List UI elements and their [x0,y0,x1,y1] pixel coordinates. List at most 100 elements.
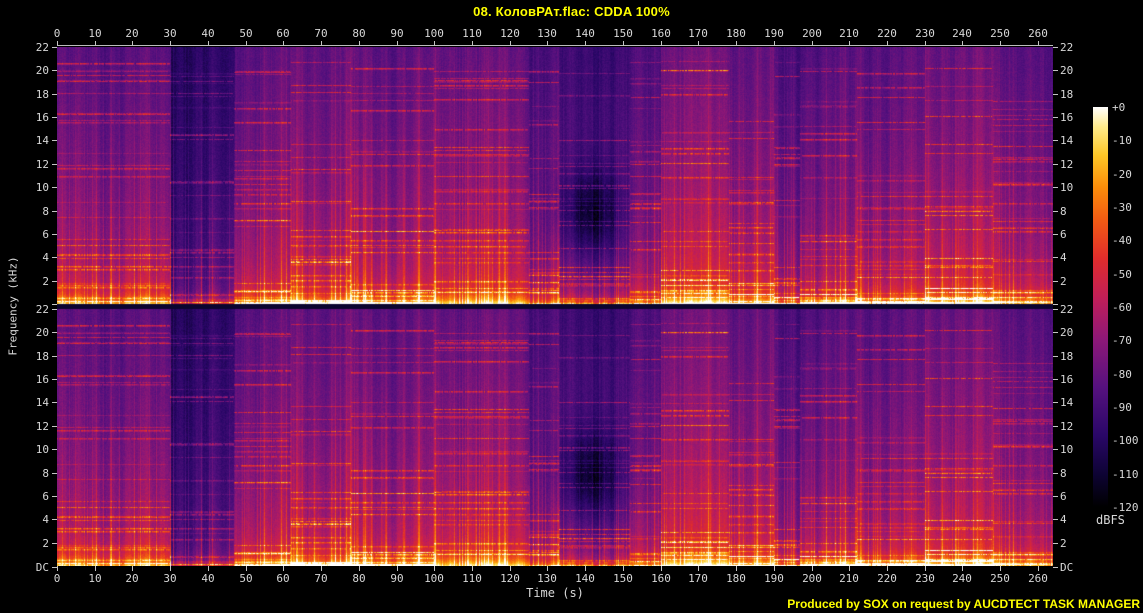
freq-tick-label-right: 8 [1060,467,1067,480]
time-tick-label-top: 40 [201,27,215,40]
time-tick-bottom [925,566,926,571]
freq-tick-label-left: 16 [35,373,49,386]
freq-tick-label-right: 20 [1060,64,1074,77]
time-tick-top [774,41,775,46]
time-tick-bottom [397,566,398,571]
time-tick-label-top: 70 [314,27,328,40]
freq-tick-label-right: 8 [1060,205,1067,218]
time-tick-top [698,41,699,46]
freq-tick-left [52,519,57,520]
time-tick-label-bottom: 140 [575,572,595,585]
freq-axis-label: Frequency (kHz) [6,256,20,356]
spectrogram-canvas [57,47,1053,566]
freq-tick-label-left: 2 [42,275,49,288]
freq-tick-label-left: 8 [42,205,49,218]
time-axis-label: Time (s) [526,586,584,600]
freq-tick-label-left: 6 [42,228,49,241]
time-tick-top [661,41,662,46]
time-tick-top [585,41,586,46]
time-tick-label-bottom: 240 [952,572,972,585]
time-tick-label-top: 180 [726,27,746,40]
freq-tick-right [1053,117,1058,118]
freq-tick-right [1053,140,1058,141]
colorbar-unit: dBFS [1096,513,1125,527]
colorbar-tick-label: -70 [1112,334,1132,347]
time-tick-bottom [434,566,435,571]
freq-tick-right [1053,519,1058,520]
time-tick-label-top: 60 [276,27,290,40]
time-tick-label-bottom: 130 [537,572,557,585]
dc-tick-right [1053,567,1058,568]
freq-tick-right [1053,281,1058,282]
dc-tick-right [1053,304,1058,305]
time-tick-label-bottom: 50 [239,572,253,585]
freq-tick-right [1053,426,1058,427]
time-tick-top [623,41,624,46]
time-tick-bottom [57,566,58,571]
freq-tick-label-left: 20 [35,326,49,339]
freq-tick-right [1053,70,1058,71]
time-tick-bottom [170,566,171,571]
time-tick-bottom [283,566,284,571]
freq-tick-label-left: 20 [35,64,49,77]
freq-tick-right [1053,402,1058,403]
time-tick-top [925,41,926,46]
time-tick-top [472,41,473,46]
time-tick-label-bottom: 260 [1028,572,1048,585]
freq-tick-left [52,281,57,282]
time-tick-label-bottom: 230 [915,572,935,585]
time-tick-label-bottom: 80 [352,572,366,585]
freq-tick-label-right: 12 [1060,420,1074,433]
time-tick-label-top: 260 [1028,27,1048,40]
freq-tick-label-left: 18 [35,350,49,363]
freq-tick-label-right: 6 [1060,228,1067,241]
freq-tick-right [1053,211,1058,212]
freq-tick-right [1053,543,1058,544]
freq-tick-left [52,449,57,450]
time-tick-label-bottom: 180 [726,572,746,585]
freq-tick-right [1053,309,1058,310]
freq-tick-label-right: 20 [1060,326,1074,339]
time-tick-label-bottom: 90 [390,572,404,585]
colorbar-tick-label: +0 [1112,101,1126,114]
freq-tick-label-right: 18 [1060,88,1074,101]
freq-tick-left [52,164,57,165]
time-tick-top [170,41,171,46]
colorbar-tick-label: -120 [1112,501,1139,514]
time-tick-label-top: 130 [537,27,557,40]
time-tick-bottom [510,566,511,571]
time-tick-bottom [849,566,850,571]
colorbar-gradient [1093,107,1108,507]
time-tick-label-top: 20 [125,27,139,40]
freq-tick-right [1053,257,1058,258]
freq-tick-label-right: 4 [1060,251,1067,264]
colorbar-tick-label: -100 [1112,434,1139,447]
colorbar-tick-label: -10 [1112,134,1132,147]
time-tick-label-top: 0 [53,27,61,40]
time-tick-bottom [359,566,360,571]
freq-tick-left [52,257,57,258]
freq-tick-label-left: 8 [42,467,49,480]
colorbar-tick-label: -60 [1112,301,1132,314]
freq-tick-left [52,426,57,427]
time-tick-label-bottom: 150 [613,572,633,585]
freq-tick-label-right: 16 [1060,111,1074,124]
dc-tick-left [52,567,57,568]
time-tick-label-bottom: 160 [651,572,671,585]
freq-tick-label-left: 6 [42,490,49,503]
time-tick-label-top: 140 [575,27,595,40]
time-tick-label-top: 30 [163,27,177,40]
time-tick-label-bottom: 70 [314,572,328,585]
freq-tick-left [52,211,57,212]
freq-tick-label-left: 22 [35,303,49,316]
freq-tick-left [52,187,57,188]
freq-tick-label-right: 14 [1060,134,1074,147]
time-tick-label-top: 240 [952,27,972,40]
freq-tick-left [52,234,57,235]
time-tick-label-bottom: 220 [877,572,897,585]
time-tick-label-bottom: 10 [88,572,102,585]
freq-tick-left [52,473,57,474]
time-tick-label-top: 10 [88,27,102,40]
time-tick-label-bottom: 200 [802,572,822,585]
